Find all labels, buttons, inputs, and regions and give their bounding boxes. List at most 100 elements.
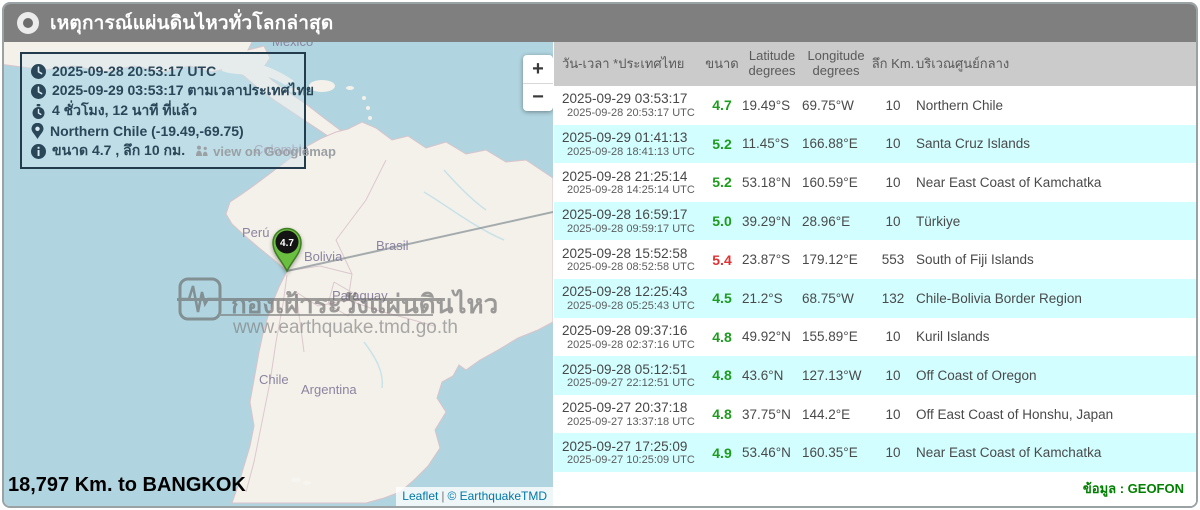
cell-datetime: 2025-09-28 05:12:51 2025-09-27 22:12:51 … <box>562 361 695 390</box>
cell-magnitude: 4.9 <box>712 444 732 461</box>
table-footer: ข้อมูล : GEOFON <box>554 471 1196 506</box>
popup-thai-time: 2025-09-29 03:53:17 ตามเวลาประเทศไทย <box>52 82 315 98</box>
cell-latitude: 53.46°N <box>742 445 791 461</box>
cell-longitude: 127.13°W <box>802 367 862 383</box>
table-header-row: วัน-เวลา *ประเทศไทย ขนาด Latitude degree… <box>554 42 1196 86</box>
cell-datetime: 2025-09-28 16:59:17 2025-09-28 09:59:17 … <box>562 207 695 235</box>
marker-magnitude: 4.7 <box>280 238 294 249</box>
table-row[interactable]: 2025-09-28 21:25:14 2025-09-28 14:25:14 … <box>554 163 1196 202</box>
info-icon <box>31 143 46 159</box>
table-row[interactable]: 2025-09-27 20:37:18 2025-09-27 13:37:18 … <box>554 395 1196 434</box>
cell-latitude: 49.92°N <box>742 329 791 345</box>
cell-depth: 132 <box>881 290 905 306</box>
cell-region: Chile-Bolivia Border Region <box>916 290 1082 306</box>
cell-latitude: 39.29°N <box>742 213 791 229</box>
col-header-latitude: Latitude degrees <box>748 48 796 78</box>
map-attribution: Leaflet | © EarthquakeTMD <box>396 487 553 506</box>
table-row[interactable]: 2025-09-28 16:59:17 2025-09-28 09:59:17 … <box>554 201 1196 241</box>
earthquake-table: วัน-เวลา *ประเทศไทย ขนาด Latitude degree… <box>553 42 1196 506</box>
location-pin-icon <box>31 123 44 139</box>
googlemap-link-label: view on Googlemap <box>213 143 336 159</box>
earthquaketmd-link[interactable]: © EarthquakeTMD <box>447 489 547 503</box>
cell-longitude: 179.12°E <box>802 252 858 268</box>
cell-region: Kuril Islands <box>916 329 990 345</box>
bullseye-icon <box>17 12 39 34</box>
cell-region: Off East Coast of Honshu, Japan <box>916 406 1114 422</box>
cell-region: South of Fiji Islands <box>916 252 1034 268</box>
leaflet-map[interactable]: Mexico Colombia Perú Bolivia Brasil Para… <box>4 42 553 506</box>
clock-icon <box>31 63 46 79</box>
table-row[interactable]: 2025-09-27 17:25:09 2025-09-27 10:25:09 … <box>554 433 1196 472</box>
cell-longitude: 144.2°E <box>802 406 851 422</box>
col-header-region: บริเวณศูนย์กลาง <box>916 55 1010 71</box>
earthquake-marker[interactable]: 4.7 <box>267 225 307 275</box>
col-header-longitude: Longitude degrees <box>807 48 865 78</box>
basemap-svg <box>4 42 553 504</box>
cell-depth: 10 <box>885 136 901 152</box>
zoom-in-button[interactable]: + <box>532 57 544 80</box>
googlemap-icon <box>196 145 208 156</box>
table-row[interactable]: 2025-09-29 01:41:13 2025-09-28 18:41:13 … <box>554 124 1196 164</box>
table-row[interactable]: 2025-09-29 03:53:17 2025-09-28 20:53:17 … <box>554 86 1196 125</box>
cell-magnitude: 4.8 <box>712 367 732 384</box>
col-header-depth: ลึก Km. <box>871 55 915 71</box>
cell-region: Near East Coast of Kamchatka <box>916 174 1102 190</box>
googlemap-link[interactable]: view on Googlemap <box>195 144 336 159</box>
cell-depth: 10 <box>885 174 901 190</box>
table-row[interactable]: 2025-09-28 12:25:43 2025-09-28 05:25:43 … <box>554 278 1196 318</box>
cell-latitude: 53.18°N <box>742 174 791 190</box>
cell-datetime: 2025-09-28 12:25:43 2025-09-28 05:25:43 … <box>562 284 695 312</box>
cell-latitude: 43.6°N <box>742 367 784 383</box>
cell-latitude: 37.75°N <box>742 406 791 422</box>
cell-datetime: 2025-09-29 01:41:13 2025-09-28 18:41:13 … <box>562 130 695 158</box>
cell-latitude: 21.2°S <box>742 290 783 306</box>
cell-datetime: 2025-09-29 03:53:17 2025-09-28 20:53:17 … <box>562 91 695 119</box>
col-header-datetime: วัน-เวลา *ประเทศไทย <box>562 55 685 71</box>
popup-magnitude-depth: ขนาด 4.7 , ลึก 10 กม. <box>52 142 186 158</box>
cell-depth: 10 <box>885 329 901 345</box>
cell-depth: 10 <box>885 97 901 113</box>
cell-magnitude: 5.4 <box>712 251 732 268</box>
cell-magnitude: 5.2 <box>712 174 732 191</box>
data-source-label: ข้อมูล : GEOFON <box>1082 481 1184 497</box>
cell-longitude: 28.96°E <box>802 213 851 229</box>
leaflet-link[interactable]: Leaflet <box>402 489 439 503</box>
cell-region: Northern Chile <box>916 97 1004 113</box>
cell-depth: 10 <box>885 445 901 461</box>
cell-magnitude: 5.2 <box>712 135 732 152</box>
distance-to-bangkok: 18,797 Km. to BANGKOK <box>8 474 246 496</box>
great-circle-line <box>286 211 553 272</box>
stopwatch-icon <box>32 103 45 119</box>
table-row[interactable]: 2025-09-28 15:52:58 2025-09-28 08:52:58 … <box>554 240 1196 279</box>
cell-longitude: 155.89°E <box>802 329 858 345</box>
cell-latitude: 19.49°S <box>742 97 791 113</box>
attribution-divider: | <box>441 489 445 503</box>
cell-latitude: 23.87°S <box>742 252 791 268</box>
cell-latitude: 11.45°S <box>742 136 790 152</box>
cell-magnitude: 4.7 <box>712 97 732 114</box>
clock-icon <box>31 83 46 99</box>
cell-region: Off Coast of Oregon <box>916 367 1037 383</box>
table-body: 2025-09-29 03:53:17 2025-09-28 20:53:17 … <box>554 86 1196 472</box>
page-title: เหตุการณ์แผ่นดินไหวทั่วโลกล่าสุด <box>50 13 334 34</box>
earthquake-popup: 2025-09-28 20:53:17 UTC 2025-09-29 03:53… <box>20 52 336 169</box>
col-header-magnitude: ขนาด <box>705 55 739 71</box>
cell-longitude: 166.88°E <box>802 136 858 152</box>
zoom-out-button[interactable]: − <box>523 83 553 111</box>
map-zoom-control: + − <box>523 55 553 111</box>
cell-region: Türkiye <box>916 213 961 229</box>
popup-utc-time: 2025-09-28 20:53:17 UTC <box>52 63 217 79</box>
popup-time-ago: 4 ชั่วโมง, 12 นาที ที่แล้ว <box>52 102 198 118</box>
cell-magnitude: 4.5 <box>712 290 732 307</box>
cell-datetime: 2025-09-28 09:37:16 2025-09-28 02:37:16 … <box>562 323 695 351</box>
cell-longitude: 160.35°E <box>802 445 858 461</box>
table-row[interactable]: 2025-09-28 05:12:51 2025-09-27 22:12:51 … <box>554 356 1196 395</box>
cell-region: Santa Cruz Islands <box>916 136 1031 152</box>
cell-magnitude: 5.0 <box>712 213 732 230</box>
cell-magnitude: 4.8 <box>712 328 732 345</box>
cell-depth: 553 <box>881 252 905 268</box>
cell-depth: 10 <box>885 367 901 383</box>
cell-magnitude: 4.8 <box>712 406 732 423</box>
table-row[interactable]: 2025-09-28 09:37:16 2025-09-28 02:37:16 … <box>554 318 1196 357</box>
